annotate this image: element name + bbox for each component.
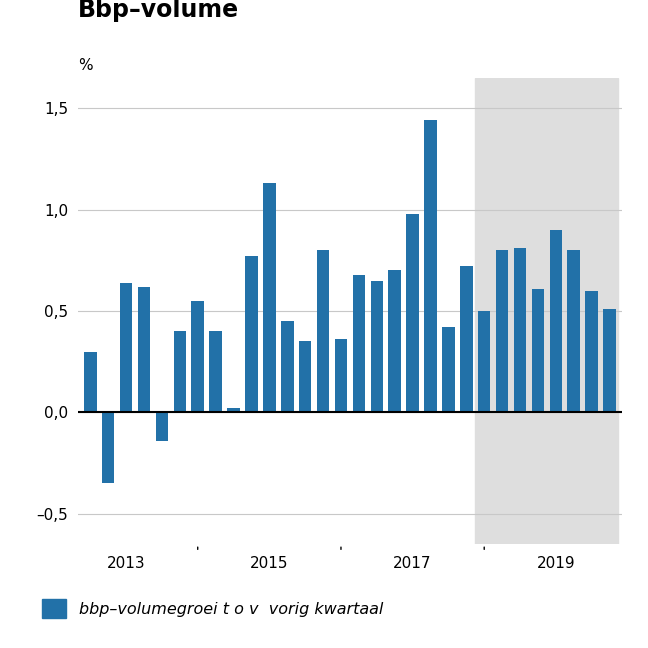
- Bar: [84, 352, 97, 413]
- Bar: [514, 248, 526, 413]
- Bar: [191, 301, 204, 413]
- Text: %: %: [78, 58, 93, 73]
- Bar: [568, 250, 580, 413]
- Text: Bbp–volume: Bbp–volume: [78, 0, 239, 22]
- Bar: [531, 289, 544, 413]
- Bar: [550, 230, 562, 413]
- Bar: [496, 250, 509, 413]
- Bar: [406, 214, 419, 413]
- Bar: [442, 327, 455, 413]
- Bar: [263, 183, 275, 413]
- Bar: [209, 331, 222, 413]
- Bar: [120, 283, 132, 413]
- Bar: [299, 341, 312, 413]
- Bar: [174, 331, 186, 413]
- Bar: [102, 413, 115, 483]
- Bar: [424, 121, 437, 413]
- Bar: [138, 286, 150, 413]
- Text: 2015: 2015: [250, 557, 288, 572]
- Bar: [227, 408, 240, 413]
- Bar: [335, 340, 347, 413]
- Bar: [585, 291, 598, 413]
- Bar: [603, 309, 616, 413]
- Bar: [245, 256, 258, 413]
- Text: 2017: 2017: [393, 557, 432, 572]
- Bar: [460, 266, 472, 413]
- Bar: [475, 78, 618, 544]
- Bar: [281, 321, 294, 413]
- Bar: [156, 413, 168, 441]
- Legend: bbp–volumegroei t o v  vorig kwartaal: bbp–volumegroei t o v vorig kwartaal: [42, 599, 384, 618]
- Bar: [353, 275, 365, 413]
- Bar: [388, 270, 401, 413]
- Text: 2013: 2013: [107, 557, 145, 572]
- Bar: [317, 250, 329, 413]
- Bar: [478, 311, 491, 413]
- Text: 2019: 2019: [537, 557, 575, 572]
- Bar: [371, 281, 383, 413]
